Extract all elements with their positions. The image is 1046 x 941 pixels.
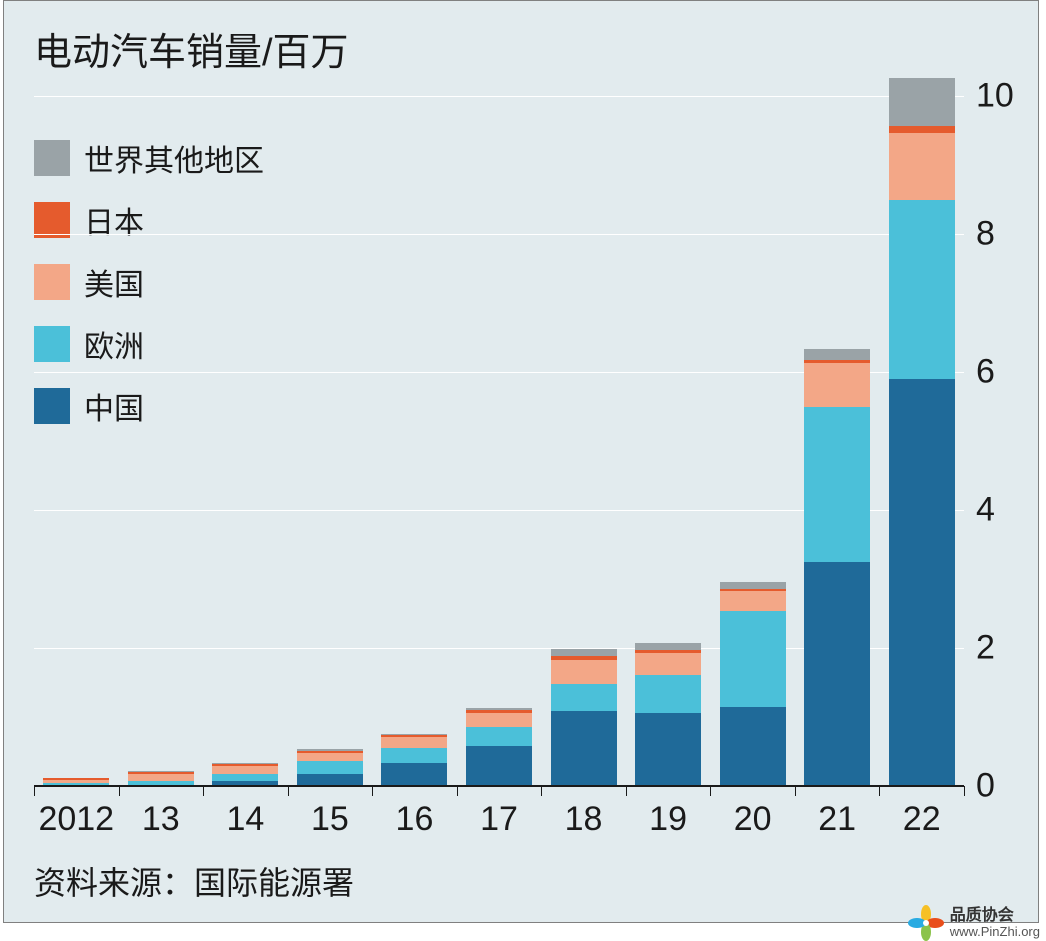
bar-20 [720,582,786,786]
bar-16 [381,734,447,786]
bar-seg-china [551,711,617,786]
x-tick-mark [203,786,204,796]
bar-17 [466,708,532,786]
footer-url: www.PinZhi.org [950,925,1040,939]
x-tick-mark [119,786,120,796]
x-tick-label: 14 [226,800,264,839]
bar-seg-usa [128,774,194,781]
bar-seg-usa [889,133,955,199]
bar-seg-usa [720,591,786,612]
x-tick-label: 2012 [38,800,114,839]
bar-seg-europe [297,761,363,773]
bar-seg-usa [466,713,532,727]
x-tick-label: 22 [903,800,941,839]
x-tick-mark [879,786,880,796]
bar-seg-china [381,763,447,786]
bar-seg-china [804,562,870,786]
footer-logo: 品质协会 www.PinZhi.org [908,905,1040,941]
y-tick-label: 10 [976,77,1014,116]
bar-seg-usa [297,753,363,761]
bar-seg-usa [212,766,278,774]
bar-seg-usa [804,363,870,406]
chart-panel: 电动汽车销量/百万 世界其他地区日本美国欧洲中国 0246810 2012131… [3,0,1039,923]
bar-seg-china [635,713,701,786]
source-label: 资料来源：国际能源署 [34,858,354,904]
chart-title: 电动汽车销量/百万 [34,21,349,76]
plot: 0246810 [34,96,964,786]
x-tick-mark [457,786,458,796]
bar-seg-rest [720,582,786,589]
bar-seg-europe [466,727,532,746]
gridline [34,234,964,235]
pinwheel-icon [908,905,944,941]
x-tick-label: 19 [649,800,687,839]
bar-seg-europe [804,407,870,562]
bar-seg-europe [212,774,278,781]
bar-seg-rest [551,649,617,656]
x-tick-label: 13 [142,800,180,839]
bar-seg-rest [889,78,955,126]
bar-seg-rest [804,349,870,359]
bar-seg-china [720,707,786,786]
x-tick-mark [541,786,542,796]
bar-19 [635,643,701,786]
bar-seg-europe [720,611,786,706]
bar-14 [212,763,278,786]
bar-22 [889,78,955,786]
x-tick-mark [710,786,711,796]
x-tick-label: 15 [311,800,349,839]
x-tick-label: 20 [734,800,772,839]
bar-13 [128,771,194,786]
x-tick-label: 16 [396,800,434,839]
bar-seg-europe [889,200,955,379]
x-tick-label: 18 [565,800,603,839]
bar-seg-rest [635,643,701,650]
bar-18 [551,649,617,786]
x-axis-labels: 2012 13 14 15 16 17 18 19 20 21 22 [34,786,964,846]
x-tick-mark [288,786,289,796]
bar-seg-usa [551,660,617,684]
bar-21 [804,349,870,786]
x-tick-mark [372,786,373,796]
bar-seg-usa [381,737,447,748]
bar-seg-japan [889,126,955,133]
x-tick-mark [34,786,35,796]
footer-brand: 品质协会 [950,908,1040,925]
y-tick-label: 0 [976,767,995,806]
footer-text: 品质协会 www.PinZhi.org [950,908,1040,938]
bar-seg-usa [635,653,701,675]
x-tick-label: 17 [480,800,518,839]
bar-seg-europe [551,684,617,712]
y-tick-label: 4 [976,491,995,530]
y-tick-label: 8 [976,215,995,254]
x-tick-mark [964,786,965,796]
y-tick-label: 6 [976,353,995,392]
bar-seg-europe [381,748,447,762]
x-tick-label: 21 [818,800,856,839]
x-tick-mark [626,786,627,796]
y-tick-label: 2 [976,629,995,668]
gridline [34,96,964,97]
bar-seg-china [466,746,532,786]
bar-15 [297,749,363,786]
x-tick-mark [795,786,796,796]
chart-plot-area: 0246810 [34,96,964,786]
bar-seg-europe [635,675,701,713]
bar-seg-china [889,379,955,786]
